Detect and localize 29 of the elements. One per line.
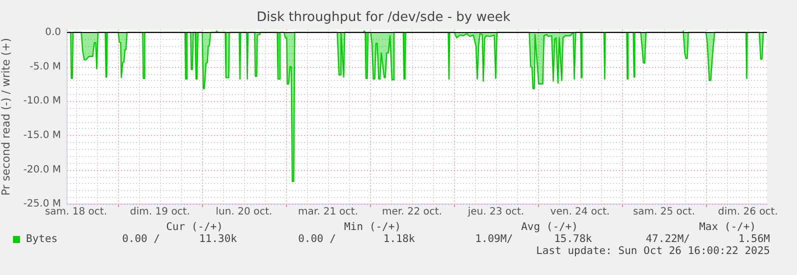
- text: Cur (-/+): [165, 221, 224, 233]
- text: 0.00 /: [121, 233, 160, 245]
- y-tick-label: -5.0 M: [30, 61, 61, 72]
- legend-label: Bytes: [26, 233, 58, 245]
- x-tick-label: mar. 21 oct.: [298, 206, 358, 218]
- text: 15.78k: [553, 233, 592, 245]
- text: Max (-/+): [698, 221, 757, 233]
- text: 0.00 /: [297, 233, 336, 245]
- chart-title: Disk throughput for /dev/sde - by week: [256, 10, 511, 26]
- y-tick-label: -20.0 M: [23, 164, 61, 176]
- text: 1.09M/: [474, 233, 513, 245]
- x-tick-label: lun. 20 oct.: [216, 206, 272, 218]
- x-tick-label: jeu. 23 oct.: [466, 206, 524, 218]
- text: 1.18k: [382, 233, 415, 245]
- y-tick-label: -10.0 M: [23, 96, 61, 107]
- x-tick-label: sam. 25 oct.: [632, 206, 696, 218]
- text: 1.56M: [737, 233, 770, 245]
- y-tick-label: -15.0 M: [23, 130, 61, 141]
- y-tick-label: 0.0: [45, 26, 61, 38]
- y-axis-title: Pr second read (-) / write (+): [0, 38, 12, 196]
- x-tick-label: dim. 26 oct.: [718, 206, 778, 218]
- x-tick-label: dim. 19 oct.: [130, 206, 190, 218]
- x-tick-label: mer. 22 oct.: [382, 206, 442, 218]
- text: 47.22M/: [644, 233, 690, 245]
- text: Min (-/+): [343, 221, 402, 233]
- text: Last update: Sun Oct 26 16:00:22 2025: [535, 245, 770, 257]
- text: 11.30k: [198, 233, 237, 245]
- x-tick-label: ven. 24 oct.: [550, 206, 610, 218]
- text: Avg (-/+): [520, 221, 579, 233]
